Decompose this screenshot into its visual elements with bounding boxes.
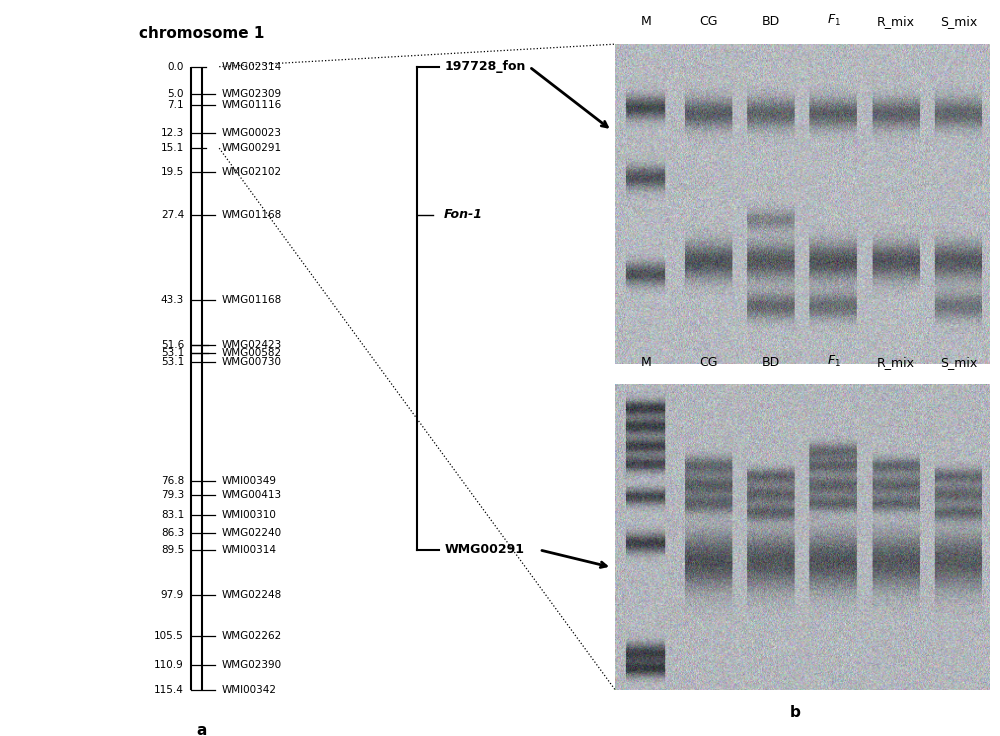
Text: M: M <box>641 15 652 28</box>
Text: 76.8: 76.8 <box>161 476 184 486</box>
Text: R_mix: R_mix <box>877 356 915 369</box>
Text: 7.1: 7.1 <box>167 100 184 110</box>
Text: WMG01168: WMG01168 <box>221 295 282 305</box>
Text: WMI00349: WMI00349 <box>221 476 276 486</box>
Text: BD: BD <box>762 356 780 369</box>
Text: 105.5: 105.5 <box>154 631 184 641</box>
Text: 53.1: 53.1 <box>161 348 184 358</box>
Text: a: a <box>196 723 207 736</box>
Text: WMG02102: WMG02102 <box>221 167 282 177</box>
Text: R_mix: R_mix <box>877 15 915 28</box>
Text: WMG02314: WMG02314 <box>221 62 282 71</box>
Text: WMG00291: WMG00291 <box>444 543 524 556</box>
Text: 115.4: 115.4 <box>154 684 184 695</box>
Text: WMG02423: WMG02423 <box>221 340 282 350</box>
Text: 89.5: 89.5 <box>161 545 184 555</box>
Text: CG: CG <box>700 356 718 369</box>
Text: 5.0: 5.0 <box>168 88 184 99</box>
Text: 12.3: 12.3 <box>161 128 184 138</box>
Text: WMG00413: WMG00413 <box>221 489 282 500</box>
Text: Fon-1: Fon-1 <box>444 208 483 221</box>
Text: WMG00730: WMG00730 <box>221 357 281 367</box>
Text: 53.1: 53.1 <box>161 357 184 367</box>
Text: WMI00342: WMI00342 <box>221 684 276 695</box>
Text: WMG02262: WMG02262 <box>221 631 282 641</box>
Text: 0.0: 0.0 <box>168 62 184 71</box>
Text: $F_1$: $F_1$ <box>827 13 841 28</box>
Text: 79.3: 79.3 <box>161 489 184 500</box>
Text: 15.1: 15.1 <box>161 144 184 153</box>
Text: chromosome 1: chromosome 1 <box>139 26 264 41</box>
Text: $F_1$: $F_1$ <box>827 354 841 369</box>
Text: 86.3: 86.3 <box>161 528 184 537</box>
Text: 27.4: 27.4 <box>161 210 184 219</box>
Text: WMG00582: WMG00582 <box>221 348 282 358</box>
Text: CG: CG <box>700 15 718 28</box>
Text: 51.6: 51.6 <box>161 340 184 350</box>
Text: S_mix: S_mix <box>940 356 977 369</box>
Text: S_mix: S_mix <box>940 15 977 28</box>
Text: WMG02390: WMG02390 <box>221 660 282 670</box>
Text: WMI00310: WMI00310 <box>221 510 276 520</box>
Text: 19.5: 19.5 <box>161 167 184 177</box>
Text: 83.1: 83.1 <box>161 510 184 520</box>
Text: 110.9: 110.9 <box>154 660 184 670</box>
Text: WMG00291: WMG00291 <box>221 144 282 153</box>
Text: WMI00314: WMI00314 <box>221 545 276 555</box>
Text: b: b <box>790 705 800 720</box>
Text: 43.3: 43.3 <box>161 295 184 305</box>
Text: WMG02240: WMG02240 <box>221 528 282 537</box>
Text: 197728_fon: 197728_fon <box>444 60 526 73</box>
Text: WMG01116: WMG01116 <box>221 100 282 110</box>
Text: WMG02309: WMG02309 <box>221 88 282 99</box>
Text: BD: BD <box>762 15 780 28</box>
Text: WMG02248: WMG02248 <box>221 590 282 600</box>
Text: WMG01168: WMG01168 <box>221 210 282 219</box>
Text: WMG00023: WMG00023 <box>221 128 281 138</box>
Text: 97.9: 97.9 <box>161 590 184 600</box>
Text: M: M <box>641 356 652 369</box>
